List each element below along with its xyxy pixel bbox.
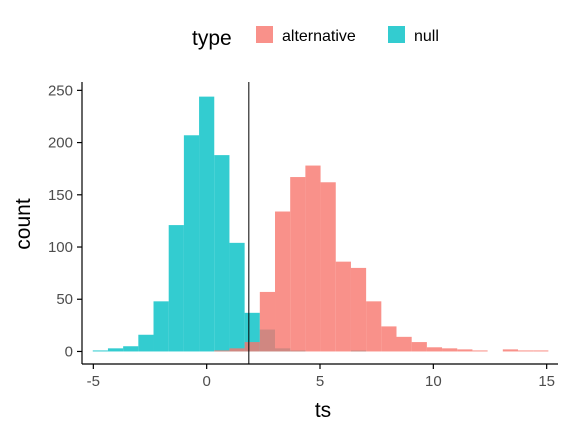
bar-alternative-11 [381, 326, 397, 352]
bar-null-4 [153, 301, 169, 352]
y-tick-label: 200 [48, 135, 73, 152]
x-axis-ticks: -5 0 5 10 15 [87, 364, 555, 390]
x-tick-label: 5 [316, 373, 324, 390]
bar-alternative-1 [229, 348, 245, 352]
bar-alternative-14 [426, 347, 443, 352]
bar-null-1 [107, 348, 124, 352]
y-tick-label: 150 [48, 187, 73, 204]
bar-null-5 [168, 225, 184, 352]
bar-alternative-6 [305, 165, 321, 352]
x-tick-label: -5 [87, 373, 100, 390]
series-alternative [214, 165, 549, 352]
y-tick-label: 250 [48, 82, 73, 99]
bar-alternative-4 [275, 211, 291, 352]
bar-alternative-12 [396, 336, 412, 352]
bar-alternative-13 [411, 342, 427, 352]
legend-key-alternative [256, 26, 273, 43]
bar-alternative-3 [259, 291, 276, 352]
bar-alternative-5 [290, 177, 306, 352]
y-tick-label: 100 [48, 239, 73, 256]
bar-alternative-15 [442, 348, 458, 352]
legend: type alternative null [192, 26, 439, 50]
bar-alternative-0 [214, 350, 230, 352]
bar-alternative-7 [320, 182, 336, 352]
x-axis-title: ts [315, 399, 331, 422]
bar-null-3 [138, 334, 154, 352]
bar-alternative-20 [517, 350, 534, 352]
bar-alternative-16 [457, 349, 473, 352]
bar-alternative-9 [350, 267, 367, 352]
bar-alternative-21 [533, 350, 549, 352]
bar-alternative-2 [244, 342, 260, 352]
bar-alternative-10 [366, 301, 382, 352]
y-tick-label: 50 [56, 291, 73, 308]
legend-key-null [388, 26, 405, 43]
y-axis-ticks: 0 50 100 150 200 250 [48, 82, 82, 360]
bar-null-0 [92, 350, 108, 352]
legend-title: type [192, 27, 232, 50]
bar-null-7 [199, 96, 215, 352]
y-axis-title: count [12, 198, 35, 250]
legend-label-null: null [414, 28, 439, 45]
bar-null-6 [183, 135, 200, 352]
bar-null-9 [229, 242, 245, 352]
x-tick-label: 0 [202, 373, 210, 390]
bar-alternative-19 [502, 349, 518, 352]
legend-label-alternative: alternative [282, 28, 356, 45]
x-tick-label: 10 [425, 373, 442, 390]
bar-null-8 [214, 155, 230, 352]
x-tick-label: 15 [538, 373, 555, 390]
bar-null-2 [123, 346, 139, 352]
bar-alternative-8 [335, 261, 351, 352]
bar-alternative-17 [472, 350, 488, 352]
y-tick-label: 0 [65, 343, 73, 360]
